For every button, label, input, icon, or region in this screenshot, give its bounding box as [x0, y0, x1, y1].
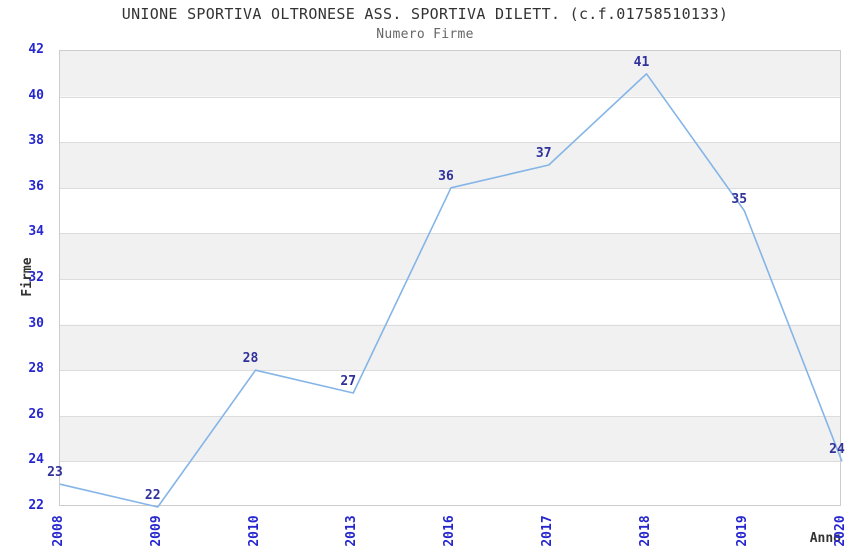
gridline [60, 96, 840, 98]
x-tick-label: 2013 [344, 515, 360, 547]
y-tick-label: 28 [28, 361, 44, 377]
x-tick-label: 2019 [735, 515, 751, 547]
gridline [60, 370, 840, 372]
data-point-label: 22 [144, 488, 161, 503]
gridline [60, 233, 840, 235]
y-tick-label: 40 [28, 87, 44, 103]
y-tick-label: 26 [28, 406, 44, 422]
data-point-label: 23 [47, 465, 63, 481]
x-tick-label: 2016 [442, 515, 457, 547]
gridline [60, 142, 840, 144]
y-tick-label: 32 [28, 270, 44, 285]
data-line [59, 72, 843, 508]
y-tick-label: 34 [28, 224, 44, 240]
x-tick-label: 2020 [833, 515, 848, 547]
y-tick-label: 24 [28, 452, 44, 468]
x-axis-title: Anno [809, 531, 841, 546]
chart-subtitle: Numero Firme [376, 27, 474, 42]
y-tick-label: 42 [28, 42, 44, 57]
data-point-label: 27 [340, 374, 357, 389]
gridline [60, 415, 840, 417]
gridline [60, 279, 840, 280]
data-point-label: 24 [829, 442, 845, 458]
x-tick-label: 2018 [637, 515, 653, 547]
x-tick-label: 2017 [539, 515, 555, 547]
y-tick-label: 36 [28, 178, 44, 194]
data-point-label: 35 [731, 191, 748, 207]
y-tick-label: 30 [28, 315, 44, 331]
data-point-label: 37 [535, 146, 552, 161]
y-tick-label: 38 [28, 133, 44, 149]
data-point-label: 36 [438, 168, 454, 184]
y-tick-label: 22 [28, 498, 44, 513]
chart-title: UNIONE SPORTIVA OLTRONESE ASS. SPORTIVA … [121, 5, 729, 23]
gridline [60, 324, 840, 326]
x-tick-label: 2010 [246, 515, 262, 547]
data-point-label: 41 [633, 54, 650, 70]
x-tick-label: 2009 [148, 515, 164, 547]
data-point-label: 28 [242, 351, 259, 367]
plot-area [59, 50, 843, 508]
x-tick-label: 2008 [51, 515, 66, 547]
gridline [60, 461, 840, 463]
